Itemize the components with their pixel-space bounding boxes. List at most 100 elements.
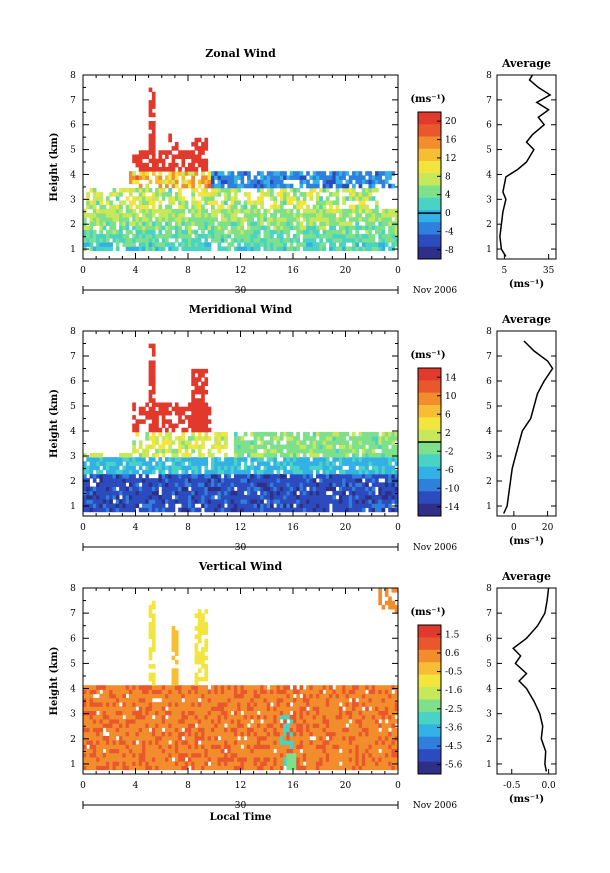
heatmap-cell <box>299 752 304 758</box>
heatmap-cell <box>201 167 205 172</box>
heatmap-cell <box>237 714 241 720</box>
heatmap-cell <box>345 452 350 458</box>
heatmap-cell <box>227 752 232 758</box>
heatmap-cell <box>201 731 205 737</box>
heatmap-cell <box>194 398 199 403</box>
heatmap-cell <box>148 507 153 513</box>
heatmap-cell <box>165 167 169 172</box>
heatmap-cell <box>293 196 297 201</box>
heatmap-cell <box>286 200 291 206</box>
heatmap-cell <box>99 217 104 222</box>
heatmap-cell <box>276 710 281 716</box>
heatmap-cell <box>286 208 291 214</box>
heatmap-cell <box>273 204 277 210</box>
heatmap-cell <box>145 748 150 754</box>
heatmap-cell <box>96 200 100 206</box>
heatmap-cell <box>276 706 281 711</box>
heatmap-cell <box>355 179 360 185</box>
heatmap-cell <box>381 452 386 458</box>
heatmap-cell <box>168 213 172 218</box>
heatmap-cell <box>302 710 307 716</box>
heatmap-cell <box>273 246 277 252</box>
heatmap-cell <box>151 377 156 382</box>
heatmap-cell <box>142 196 146 201</box>
heatmap-cell <box>332 457 337 462</box>
heatmap-cell <box>197 748 202 754</box>
heatmap-cell <box>233 478 238 483</box>
heatmap-cell <box>273 473 277 479</box>
heatmap-cell <box>151 204 156 210</box>
heatmap-cell <box>263 217 268 222</box>
heatmap-cell <box>178 196 182 201</box>
heatmap-cell <box>220 693 225 699</box>
heatmap-cell <box>165 723 169 728</box>
heatmap-cell <box>355 175 360 180</box>
heatmap-cell <box>165 757 169 762</box>
heatmap-cell <box>151 465 156 471</box>
heatmap-cell <box>279 765 284 771</box>
heatmap-cell <box>243 689 248 695</box>
heatmap-cell <box>155 702 159 707</box>
heatmap-cell <box>112 217 117 222</box>
heatmap-cell <box>158 507 163 513</box>
heatmap-cell <box>358 200 363 206</box>
heatmap-cell <box>391 431 396 437</box>
heatmap-cell <box>233 689 238 695</box>
heatmap-cell <box>191 406 195 412</box>
heatmap-cell <box>247 507 251 513</box>
heatmap-cell <box>381 229 386 235</box>
heatmap-cell <box>92 461 97 466</box>
heatmap-cell <box>142 719 146 724</box>
heatmap-cell <box>188 503 192 508</box>
heatmap-cell <box>128 723 133 728</box>
heatmap-cell <box>96 503 100 508</box>
heatmap-cell <box>217 229 222 235</box>
heatmap-cell <box>112 748 117 754</box>
heatmap-cell <box>309 710 314 716</box>
heatmap-cell <box>276 740 281 745</box>
heatmap-cell <box>227 731 232 737</box>
heatmap-cell <box>355 494 360 500</box>
heatmap-cell <box>266 192 271 197</box>
heatmap-cell <box>151 507 156 513</box>
heatmap-cell <box>348 246 353 252</box>
heatmap-cell <box>145 735 150 741</box>
heatmap-cell <box>256 179 261 185</box>
heatmap-cell <box>151 503 156 508</box>
heatmap-cell <box>168 486 172 492</box>
heatmap-cell <box>309 444 314 450</box>
heatmap-cell <box>289 748 294 754</box>
heatmap-cell <box>276 731 281 737</box>
heatmap-cell <box>188 246 192 252</box>
heatmap-cell <box>207 192 212 197</box>
heatmap-cell <box>286 225 291 231</box>
heatmap-cell <box>197 154 202 160</box>
heatmap-cell <box>378 436 382 441</box>
heatmap-cell <box>279 499 284 504</box>
heatmap-cell <box>92 457 97 462</box>
heatmap-cell <box>283 461 287 466</box>
profile-x-label: (ms⁻¹) <box>509 536 544 547</box>
heatmap-cell <box>256 436 261 441</box>
heatmap-cell <box>233 436 238 441</box>
heatmap-cell <box>197 444 202 450</box>
heatmap-cell <box>171 744 176 750</box>
heatmap-cell <box>227 242 232 247</box>
heatmap-cell <box>342 469 346 475</box>
heatmap-cell <box>125 761 130 766</box>
heatmap-cell <box>122 478 127 483</box>
heatmap-cell <box>99 221 104 226</box>
heatmap-cell <box>338 473 343 479</box>
heatmap-cell <box>286 740 291 745</box>
heatmap-cell <box>210 208 215 214</box>
heatmap-cell <box>381 221 386 226</box>
heatmap-cell <box>165 229 169 235</box>
heatmap-cell <box>375 457 379 462</box>
heatmap-cell <box>375 469 379 475</box>
heatmap-cell <box>214 465 218 471</box>
heatmap-cell <box>279 710 284 716</box>
heatmap-cell <box>194 494 199 500</box>
heatmap-cell <box>128 752 133 758</box>
heatmap-cell <box>358 490 363 496</box>
heatmap-cell <box>191 740 195 745</box>
